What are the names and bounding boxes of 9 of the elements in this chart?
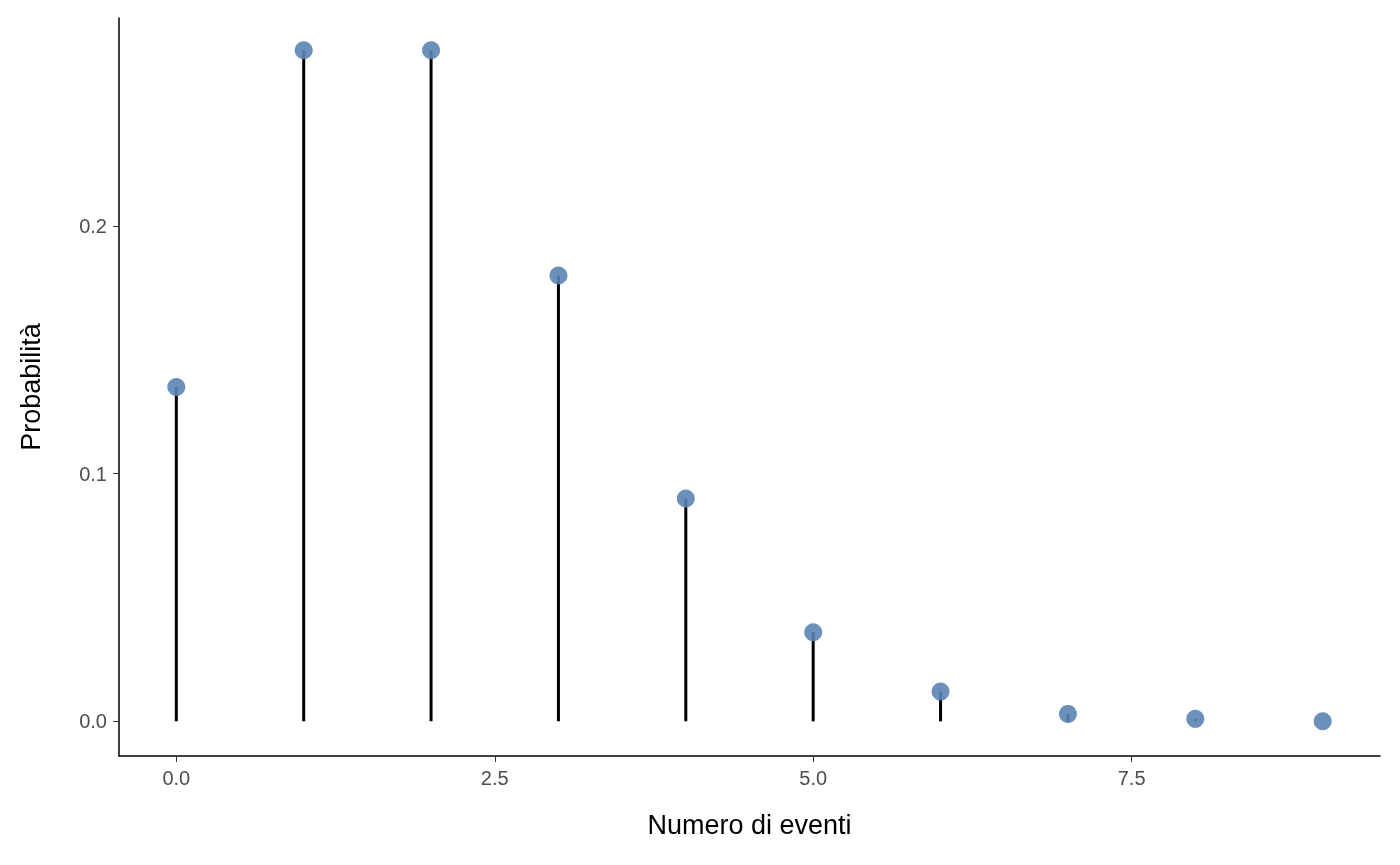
y-tick-label: 0.0 [79, 710, 107, 733]
y-axis-title: Probabilità [15, 322, 46, 451]
x-tick-label: 7.5 [1117, 767, 1146, 789]
x-axis-title: Numero di eventi [647, 809, 852, 840]
y-tick-label: 0.2 [79, 215, 107, 238]
x-tick-label: 2.5 [480, 767, 509, 789]
y-tick-label: 0.1 [79, 462, 107, 485]
x-tick-label: 5.0 [799, 767, 828, 789]
x-tick-label: 0.0 [162, 767, 191, 789]
